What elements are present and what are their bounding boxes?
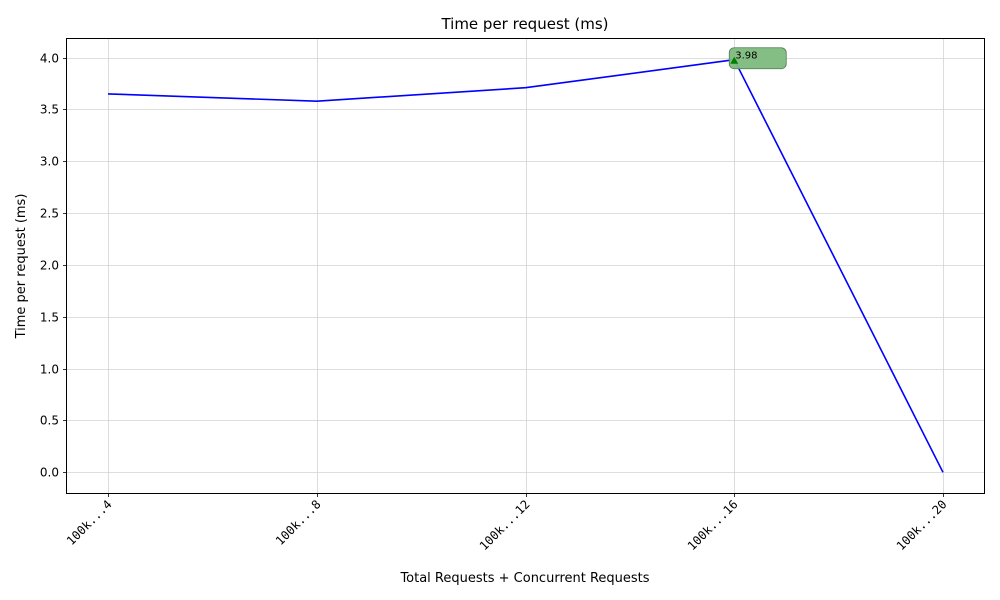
y-axis-label: Time per request (ms)	[14, 194, 29, 340]
y-tick-label: 1.5	[40, 311, 59, 325]
y-tick-label: 0.0	[40, 466, 59, 480]
series-group	[107, 58, 944, 473]
y-axis-ticks: 0.0 0.5 1.0 1.5 2.0 2.5 3.0 3.5 4.0	[40, 52, 67, 480]
x-axis-label: Total Requests + Concurrent Requests	[399, 571, 649, 586]
y-tick-label: 4.0	[40, 52, 59, 66]
plot-frame	[66, 38, 985, 494]
y-tick-label: 3.5	[40, 103, 59, 117]
annotation-marker	[730, 56, 739, 64]
y-tick-label: 0.5	[40, 414, 59, 428]
y-tick-label: 2.5	[40, 207, 59, 221]
y-tick-label: 1.0	[40, 363, 59, 377]
series-line	[107, 58, 944, 473]
y-tick-label: 2.0	[40, 259, 59, 273]
annotation-label: 3.98	[735, 51, 757, 62]
peak-annotation: 3.98	[728, 47, 787, 70]
y-tick-label: 3.0	[40, 155, 59, 169]
grid-lines	[67, 39, 984, 493]
chart-title: Time per request (ms)	[440, 15, 608, 33]
annotation-box	[728, 47, 787, 70]
